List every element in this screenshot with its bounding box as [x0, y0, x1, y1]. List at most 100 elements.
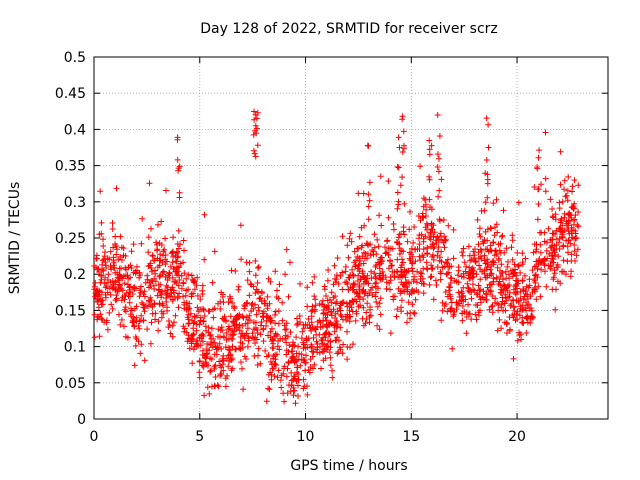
data-point	[356, 233, 363, 240]
data-point	[304, 284, 311, 291]
data-point	[104, 255, 111, 262]
data-point	[463, 314, 470, 320]
data-point	[236, 322, 243, 328]
data-point	[100, 236, 106, 243]
data-point	[116, 275, 122, 282]
data-point	[437, 270, 444, 277]
data-point	[112, 286, 119, 293]
data-point	[356, 294, 363, 301]
data-point	[520, 286, 527, 292]
data-point	[235, 283, 242, 290]
data-point	[181, 325, 188, 332]
data-point	[537, 241, 544, 248]
data-point	[287, 259, 293, 266]
data-point	[479, 238, 486, 245]
data-point	[559, 198, 566, 205]
data-point	[561, 210, 568, 217]
data-point	[472, 259, 479, 265]
data-point	[566, 237, 572, 243]
data-point	[208, 325, 215, 332]
data-point	[427, 204, 433, 211]
data-point	[358, 244, 365, 251]
data-point	[361, 249, 367, 256]
data-point	[147, 294, 154, 301]
data-point	[550, 276, 557, 283]
data-point	[176, 290, 183, 297]
data-point	[157, 251, 164, 258]
data-point	[498, 270, 505, 276]
data-point	[219, 355, 226, 362]
data-point	[251, 116, 258, 123]
data-point	[206, 308, 213, 315]
data-point	[225, 346, 232, 353]
data-point	[473, 291, 480, 298]
data-point	[167, 263, 174, 270]
data-point	[494, 327, 501, 334]
data-point	[181, 247, 187, 254]
data-point	[135, 338, 142, 345]
data-point	[283, 351, 290, 358]
data-point	[531, 241, 538, 248]
data-point	[282, 271, 289, 278]
data-point	[155, 327, 162, 334]
data-point	[226, 293, 233, 300]
data-point	[420, 290, 427, 297]
data-point	[387, 257, 393, 264]
data-point	[272, 312, 278, 318]
data-point	[295, 393, 301, 399]
data-point	[154, 247, 160, 254]
data-point	[132, 269, 139, 275]
data-point	[149, 252, 156, 259]
data-point	[406, 255, 413, 262]
data-point	[483, 297, 490, 303]
data-point	[356, 261, 363, 268]
data-point	[106, 309, 113, 316]
data-point	[180, 293, 187, 300]
data-point	[217, 334, 223, 341]
data-point	[269, 325, 275, 332]
data-point	[340, 316, 346, 323]
data-point	[302, 367, 309, 374]
data-point	[251, 108, 257, 115]
data-point	[360, 190, 367, 197]
data-point	[275, 338, 282, 344]
data-point	[411, 224, 418, 230]
data-point	[93, 288, 100, 294]
data-point	[105, 271, 112, 278]
data-point	[127, 274, 134, 281]
data-point	[180, 280, 187, 287]
data-point	[443, 271, 450, 278]
data-point	[567, 273, 574, 280]
data-point	[241, 302, 248, 308]
data-point	[178, 285, 185, 292]
data-point	[342, 268, 349, 275]
data-point	[568, 230, 575, 237]
data-point	[120, 252, 127, 259]
data-point	[572, 212, 579, 219]
data-point	[431, 229, 438, 236]
data-point	[269, 336, 276, 343]
data-point	[127, 283, 133, 290]
data-point	[557, 148, 564, 155]
data-point	[249, 330, 256, 337]
data-point	[118, 265, 124, 272]
data-point	[229, 343, 236, 350]
data-point	[344, 315, 351, 321]
data-point	[483, 274, 490, 281]
data-point	[535, 154, 542, 161]
data-point	[367, 252, 374, 259]
data-point	[220, 352, 227, 359]
data-point	[138, 283, 144, 290]
data-point	[508, 244, 515, 251]
data-point	[553, 245, 560, 252]
data-point	[145, 249, 152, 256]
data-point	[541, 229, 548, 236]
data-point	[252, 111, 259, 118]
data-point	[92, 279, 99, 286]
data-point	[416, 253, 423, 260]
data-point	[95, 291, 102, 298]
data-point	[395, 234, 402, 241]
data-point	[405, 299, 412, 306]
data-point	[144, 326, 151, 333]
data-point	[186, 345, 193, 352]
